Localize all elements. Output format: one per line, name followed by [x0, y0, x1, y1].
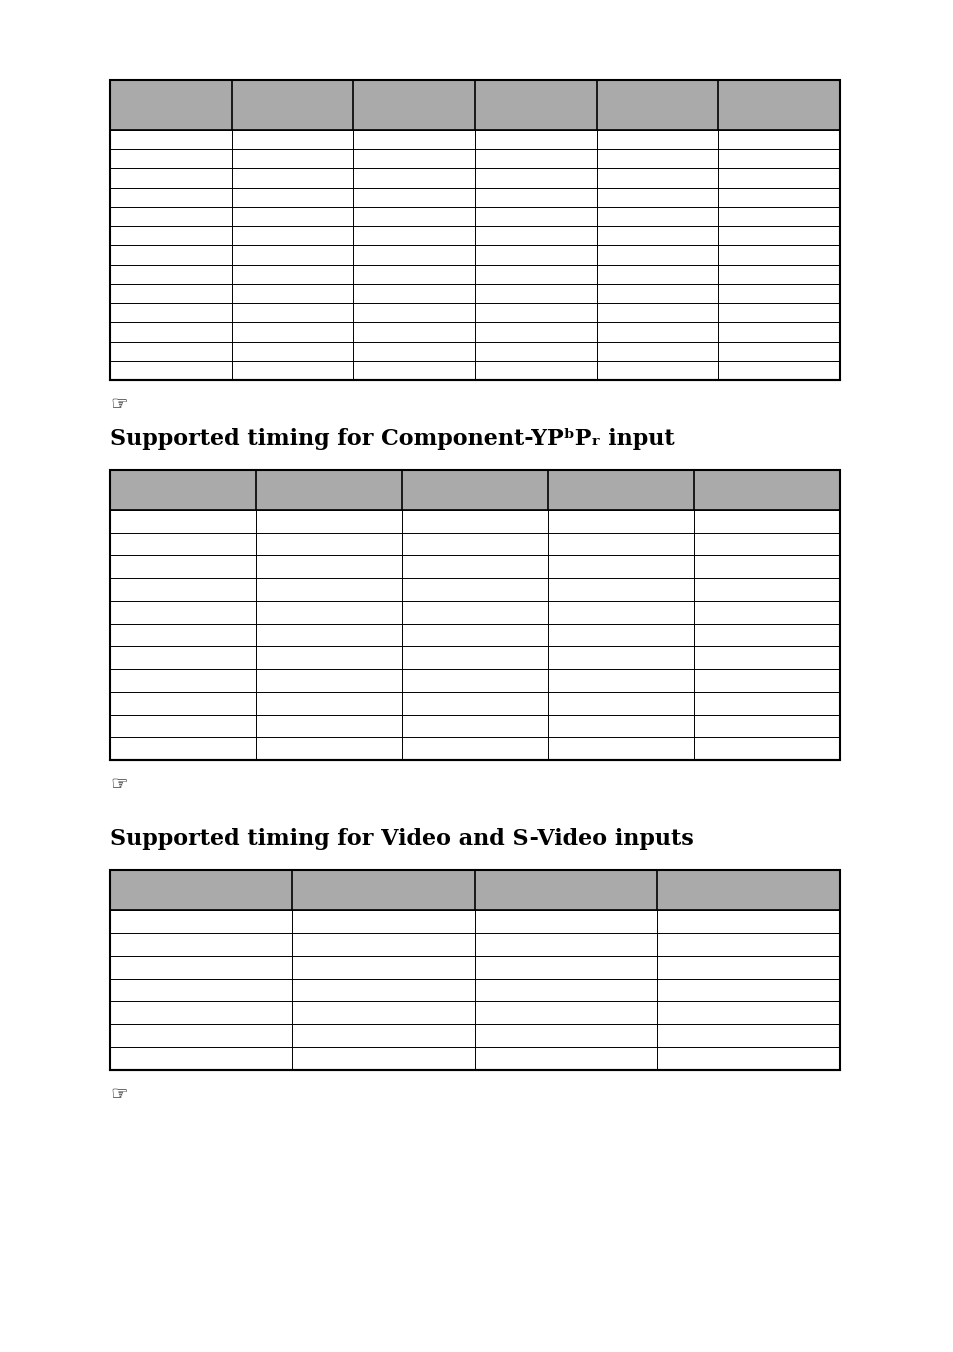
- Text: ☞: ☞: [110, 775, 128, 794]
- Text: ☞: ☞: [110, 1086, 128, 1105]
- Bar: [110, 303, 840, 322]
- Bar: [110, 737, 840, 760]
- Bar: [110, 361, 840, 380]
- Bar: [110, 510, 840, 533]
- Bar: [110, 623, 840, 646]
- Bar: [110, 933, 840, 956]
- Bar: [110, 284, 840, 303]
- Bar: [110, 245, 840, 265]
- Bar: [110, 130, 840, 149]
- Bar: [110, 646, 840, 669]
- Bar: [110, 579, 840, 600]
- Bar: [110, 322, 840, 342]
- Bar: [110, 265, 840, 284]
- Bar: [110, 910, 840, 933]
- Bar: [110, 207, 840, 226]
- Bar: [110, 1002, 840, 1025]
- Bar: [110, 869, 840, 1069]
- Bar: [110, 470, 840, 760]
- Bar: [110, 169, 840, 188]
- Bar: [110, 80, 840, 130]
- Text: Supported timing for Video and S-Video inputs: Supported timing for Video and S-Video i…: [110, 827, 693, 850]
- Bar: [110, 869, 840, 910]
- Bar: [110, 149, 840, 169]
- Bar: [110, 342, 840, 361]
- Bar: [110, 1048, 840, 1069]
- Bar: [110, 669, 840, 692]
- Text: ☞: ☞: [110, 395, 128, 414]
- Bar: [110, 226, 840, 245]
- Bar: [110, 979, 840, 1002]
- Bar: [110, 80, 840, 380]
- Bar: [110, 470, 840, 510]
- Bar: [110, 715, 840, 737]
- Bar: [110, 956, 840, 979]
- Bar: [110, 188, 840, 207]
- Bar: [110, 1025, 840, 1048]
- Bar: [110, 600, 840, 623]
- Bar: [110, 556, 840, 579]
- Bar: [110, 692, 840, 715]
- Bar: [110, 533, 840, 556]
- Text: Supported timing for Component-YPᵇPᵣ input: Supported timing for Component-YPᵇPᵣ inp…: [110, 429, 674, 450]
